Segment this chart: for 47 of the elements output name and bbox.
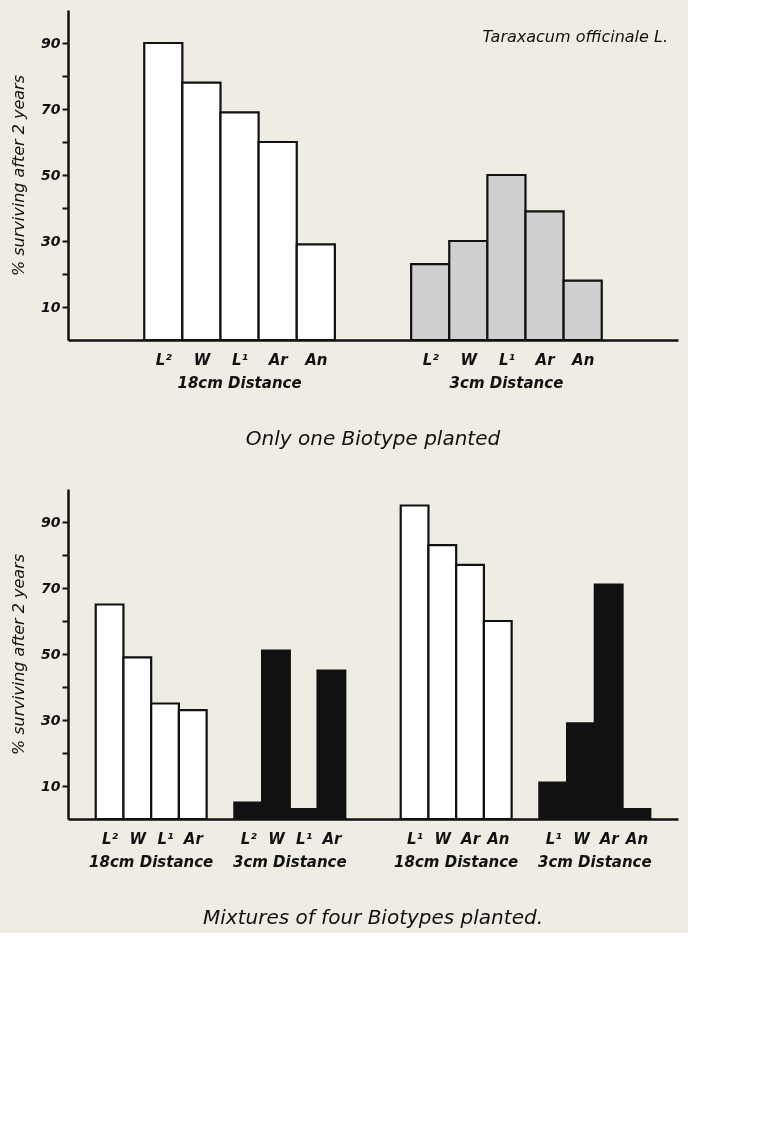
x-tick-label: An <box>624 829 649 848</box>
x-tick-label: Ar <box>267 350 290 369</box>
y-tick-label: 10 <box>41 298 61 315</box>
x-tick-label: An <box>304 350 328 369</box>
x-tick-label: L² <box>155 350 173 369</box>
x-tick-label: W <box>129 829 148 848</box>
x-tick-label: L¹ <box>157 829 174 848</box>
text: 18cm Distance <box>177 374 302 392</box>
text: 18cm Distance <box>394 853 519 871</box>
x-tick-label: W <box>268 829 287 848</box>
x-tick-label: L¹ <box>545 829 562 848</box>
y-tick-label: 50 <box>41 645 61 662</box>
x-tick-label: Ar <box>321 829 344 848</box>
x-tick-label: Ar <box>182 829 205 848</box>
x-tick-label: W <box>193 350 212 369</box>
y-tick-label: 10 <box>41 777 61 794</box>
y-axis-title: % surviving after 2 years <box>9 553 29 756</box>
text: 3cm Distance <box>232 853 347 871</box>
x-tick-label: L² <box>102 829 119 848</box>
x-tick-label: An <box>486 829 510 848</box>
text: Mixtures of four Biotypes planted. <box>203 905 543 929</box>
annotation: Taraxacum officinale L. <box>482 27 668 46</box>
x-tick-label: W <box>434 829 453 848</box>
y-tick-label: 70 <box>41 579 61 596</box>
text: 3cm Distance <box>537 853 652 871</box>
x-tick-label: L¹ <box>231 350 249 369</box>
x-tick-label: W <box>460 350 479 369</box>
x-tick-label: L² <box>422 350 440 369</box>
x-tick-label: L¹ <box>296 829 313 848</box>
x-tick-label: L² <box>240 829 258 848</box>
y-axis-title: % surviving after 2 years <box>9 74 29 277</box>
x-tick-label: Ar <box>534 350 557 369</box>
y-tick-label: 90 <box>41 513 61 530</box>
x-tick-label: Ar <box>598 829 621 848</box>
x-tick-label: L¹ <box>498 350 516 369</box>
x-tick-label: Ar <box>460 829 482 848</box>
y-tick-label: 70 <box>41 100 61 117</box>
y-tick-label: 50 <box>41 166 61 183</box>
y-tick-label: 90 <box>41 34 61 51</box>
x-tick-label: L¹ <box>407 829 424 848</box>
x-tick-label: W <box>573 829 592 848</box>
text: 3cm Distance <box>449 374 564 392</box>
text: 18cm Distance <box>89 853 214 871</box>
y-tick-label: 30 <box>41 711 61 728</box>
text: Only one Biotype planted <box>245 426 501 450</box>
x-tick-label: An <box>571 350 595 369</box>
y-tick-label: 30 <box>41 232 61 249</box>
